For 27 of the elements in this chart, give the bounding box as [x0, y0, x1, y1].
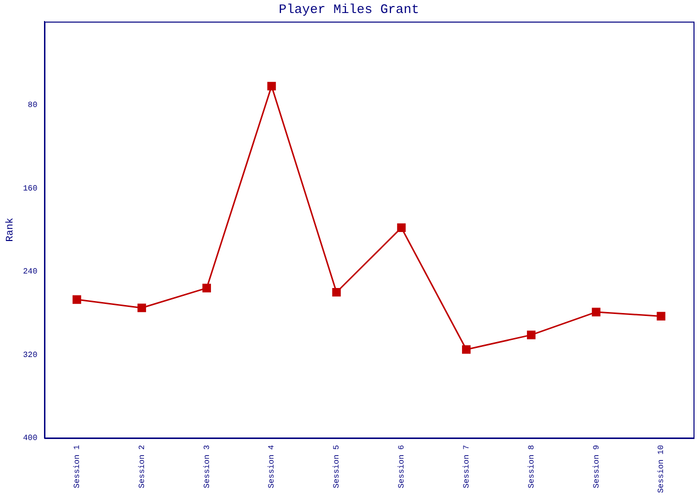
y-tick-label: 320 — [22, 350, 38, 360]
x-tick-label: Session 10 — [657, 444, 666, 494]
point — [526, 330, 536, 340]
x-tick-label: Session 7 — [462, 444, 472, 488]
point — [137, 304, 146, 312]
x-tick-label: Session 5 — [332, 444, 342, 488]
point — [462, 345, 471, 354]
point — [202, 284, 211, 292]
x-tick-label: Session 6 — [398, 444, 407, 488]
x-tick-label: Session 9 — [592, 444, 602, 488]
x-tick-label: Session 2 — [138, 444, 147, 488]
chart-title: Player Miles Grant — [278, 2, 420, 18]
x-tick-label: Session 1 — [72, 444, 82, 488]
x-tick-label: Session 4 — [268, 444, 277, 488]
x-tick-label: Session 3 — [202, 444, 212, 488]
point — [267, 82, 276, 90]
y-tick-label: 80 — [28, 101, 38, 110]
y-tick-label: 160 — [22, 184, 38, 194]
point — [656, 312, 666, 320]
y-tick-label: 240 — [22, 268, 38, 277]
point — [397, 223, 406, 232]
x-tick-label: Session 8 — [527, 444, 536, 488]
y-axis-title: Rank — [4, 218, 17, 242]
point — [332, 288, 341, 297]
point — [592, 308, 600, 316]
y-tick-label: 400 — [22, 434, 38, 444]
point — [72, 295, 82, 304]
